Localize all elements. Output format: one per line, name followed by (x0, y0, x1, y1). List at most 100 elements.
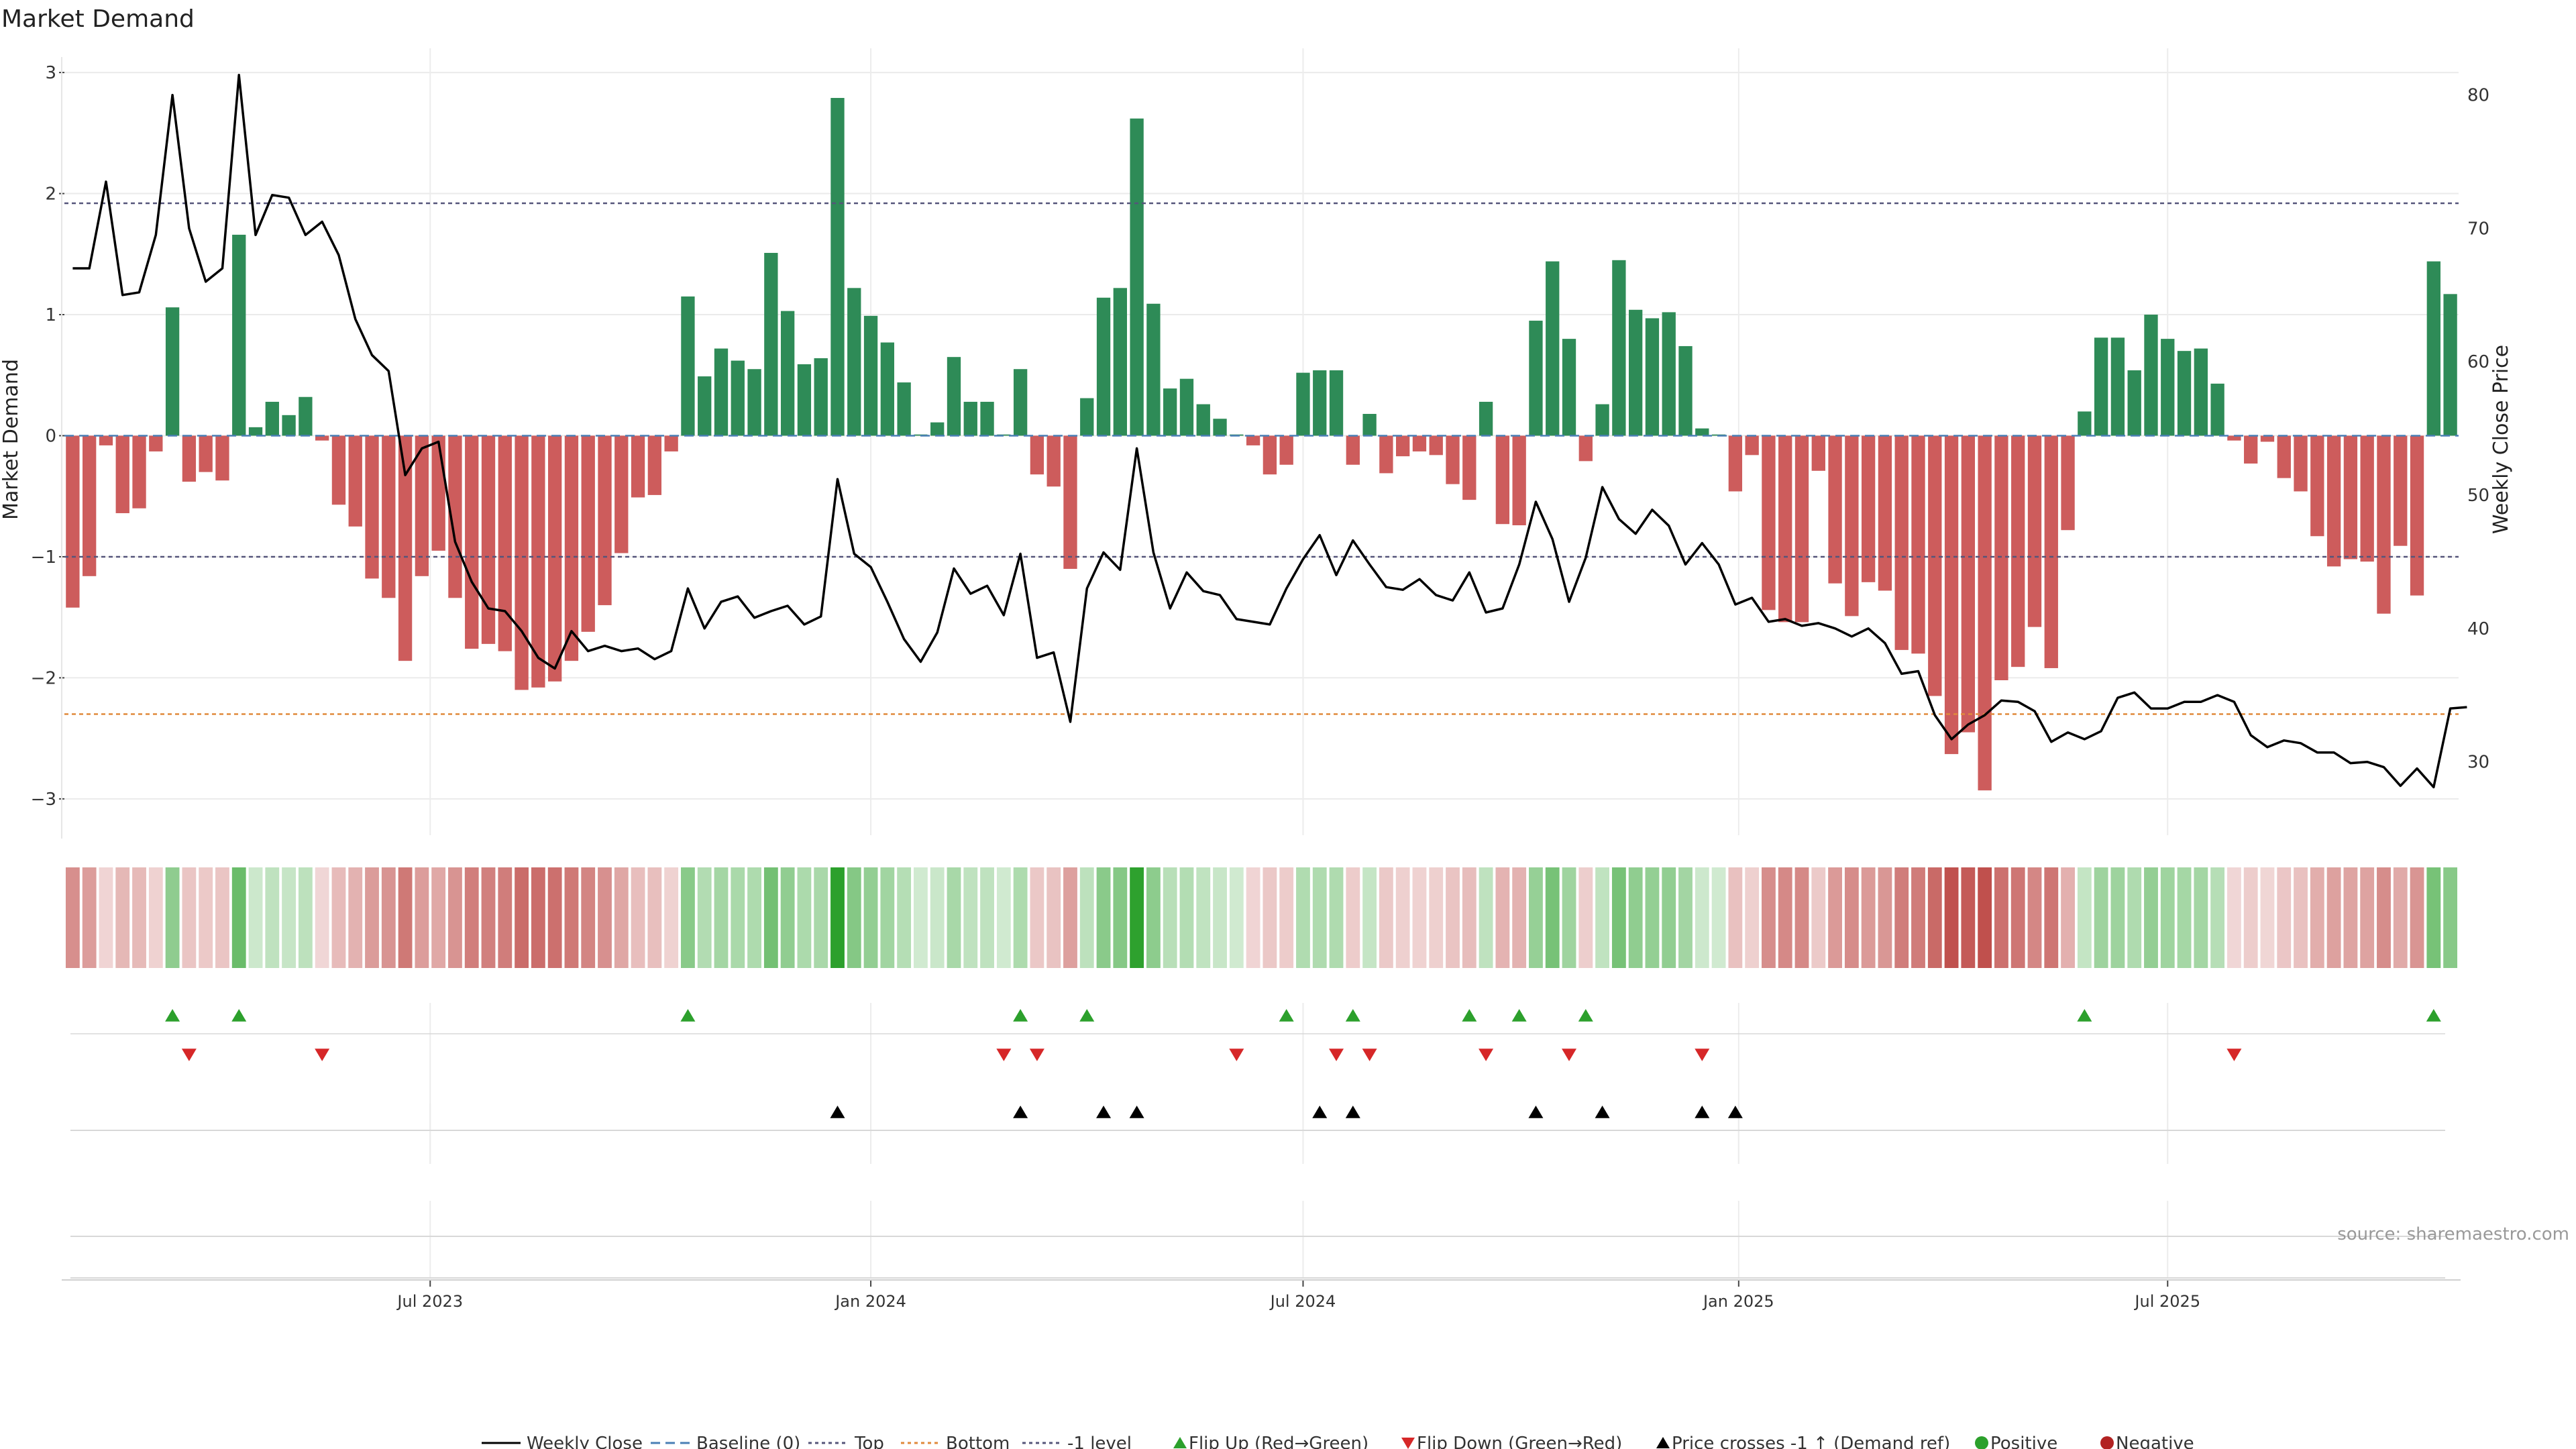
demand-bar (1346, 435, 1360, 465)
heat-cell (1479, 867, 1493, 968)
heat-cell (148, 867, 163, 968)
demand-bar (598, 435, 612, 606)
flip-up-marker (2426, 1009, 2441, 1022)
demand-bar (1612, 260, 1626, 436)
heat-cell (1263, 867, 1277, 968)
price-cross-marker (1312, 1106, 1328, 1118)
heat-cell (1179, 867, 1194, 968)
flip-up-marker (1079, 1009, 1095, 1022)
demand-bar (1163, 388, 1177, 436)
heat-cell (763, 867, 778, 968)
heat-cell (1130, 867, 1144, 968)
demand-bar (2027, 435, 2042, 627)
demand-bar (2260, 435, 2275, 442)
demand-bar (2177, 351, 2192, 436)
demand-bar (1113, 288, 1127, 436)
demand-bar (132, 435, 146, 508)
legend-label: Bottom (946, 1434, 1010, 1449)
demand-bar (2078, 411, 2092, 436)
demand-bar (1495, 435, 1510, 525)
demand-bar (2144, 315, 2158, 436)
flip-up-marker (165, 1009, 180, 1022)
heat-cell (2443, 867, 2458, 968)
demand-bar (481, 435, 496, 644)
heat-cell (914, 867, 928, 968)
flip-down-marker (1562, 1049, 1577, 1061)
event-panels (70, 1033, 2445, 1279)
heat-cell (65, 867, 80, 968)
heat-cell (1978, 867, 1992, 968)
demand-bar (764, 252, 778, 436)
flip-down-marker (1479, 1049, 1494, 1061)
event-markers (165, 1009, 2441, 1118)
heat-cell (1762, 867, 1776, 968)
heat-cell (830, 867, 845, 968)
heat-cell (1578, 867, 1593, 968)
demand-bar (2244, 435, 2258, 464)
heat-cell (1063, 867, 1077, 968)
heat-cell (1429, 867, 1444, 968)
demand-bar (963, 401, 977, 436)
demand-bar (1479, 401, 1493, 436)
reference-lines (64, 202, 2459, 715)
demand-bar (2394, 435, 2408, 546)
demand-bar (1645, 318, 1660, 436)
heat-cell (2077, 867, 2092, 968)
demand-bar (1628, 309, 1643, 436)
demand-bar (880, 342, 895, 436)
heat-cell (2010, 867, 2025, 968)
demand-bar (897, 382, 911, 436)
heat-cell (515, 867, 529, 968)
heat-cell (2044, 867, 2059, 968)
flip-down-marker (996, 1049, 1012, 1061)
y2-tick-label: 30 (2467, 753, 2489, 773)
x-tick-label: Jan 2024 (834, 1292, 906, 1311)
y-tick-label: 0 (45, 426, 56, 446)
flip-up-marker (680, 1009, 696, 1022)
heat-cell (531, 867, 545, 968)
heat-cell (1512, 867, 1527, 968)
demand-bar (1994, 435, 2008, 681)
heat-cell (1446, 867, 1460, 968)
flip-down-marker (1362, 1049, 1377, 1061)
heat-cell (1079, 867, 1094, 968)
heat-cell (631, 867, 645, 968)
flip-up-marker (1462, 1009, 1477, 1022)
heat-cell (1844, 867, 1859, 968)
heat-cell (132, 867, 146, 968)
price-cross-marker (1345, 1106, 1360, 1118)
heat-cell (331, 867, 346, 968)
heat-cell (1229, 867, 1244, 968)
legend-label: Positive (1990, 1434, 2057, 1449)
flip-down-marker (181, 1049, 197, 1061)
demand-bar (99, 435, 113, 445)
heat-cell (2343, 867, 2358, 968)
demand-bar (647, 435, 662, 495)
demand-bar (1246, 435, 1260, 445)
heat-cell (2194, 867, 2208, 968)
heat-cell (2094, 867, 2108, 968)
demand-bar (980, 401, 994, 436)
heat-cell (564, 867, 579, 968)
demand-bar (547, 435, 562, 682)
demand-bar (2326, 435, 2341, 567)
demand-bar (215, 435, 229, 481)
heat-cell (1113, 867, 1128, 968)
y-tick-label: 3 (45, 63, 56, 83)
heat-cell (681, 867, 695, 968)
price-cross-marker (1013, 1106, 1028, 1118)
weekly-close-line (72, 74, 2467, 789)
heat-cell (2377, 867, 2391, 968)
demand-bar (1811, 435, 1825, 471)
heat-cell (1279, 867, 1294, 968)
demand-bar (863, 315, 878, 436)
demand-bar (747, 369, 761, 436)
demand-bar (1446, 435, 1460, 484)
heat-cell (2160, 867, 2175, 968)
demand-bar (282, 415, 296, 436)
chart-title: Market Demand (1, 5, 195, 33)
demand-bar (1362, 413, 1377, 436)
heat-cell (1861, 867, 1876, 968)
demand-bar (631, 435, 645, 498)
demand-bar (531, 435, 545, 688)
